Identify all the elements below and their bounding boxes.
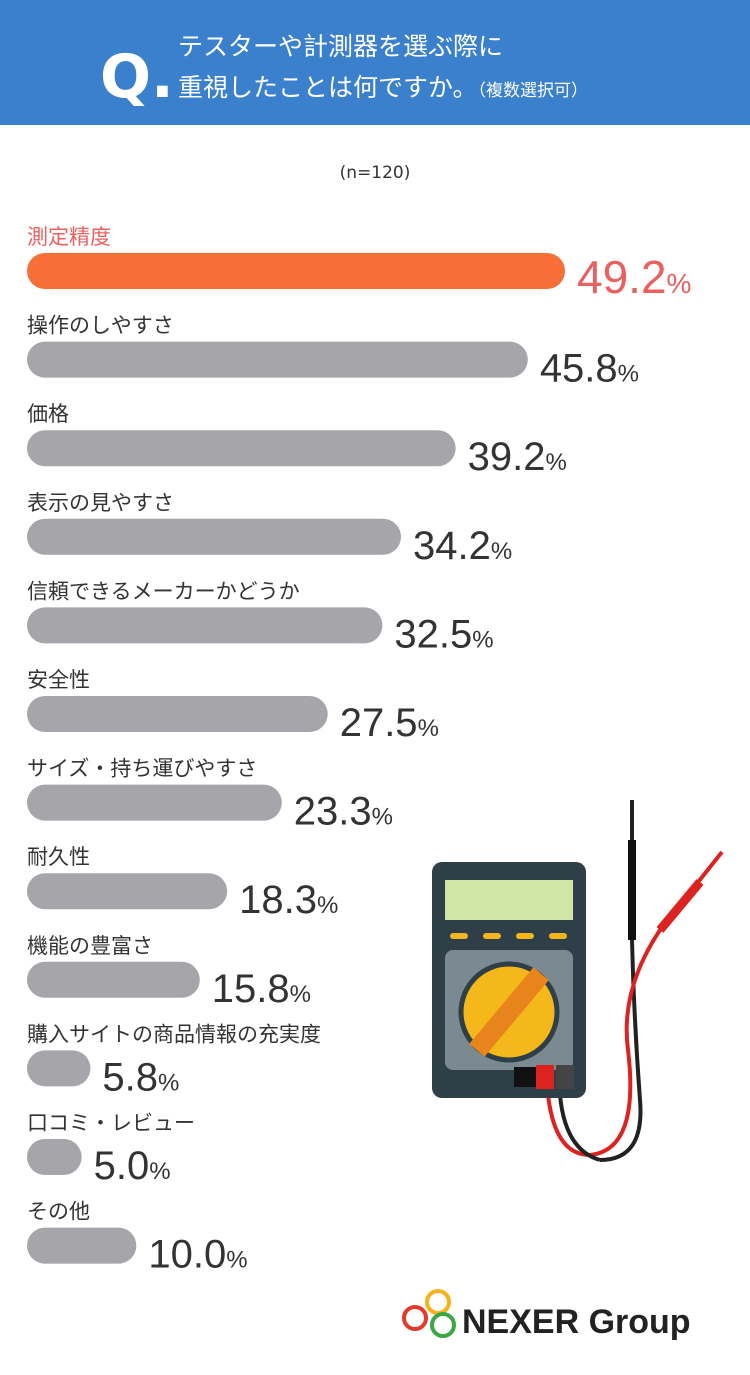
bar (27, 1139, 82, 1175)
bar (27, 518, 401, 555)
category-label: 操作のしやすさ (27, 314, 174, 338)
bar (27, 696, 328, 732)
category-label: 機能の豊富さ (27, 934, 153, 958)
title-note: （複数選択可） (478, 81, 589, 101)
bar (27, 873, 228, 910)
value-label: 5.8% (102, 1055, 179, 1099)
category-label: 測定精度 (27, 225, 111, 249)
title: 重視したことは何ですか。 (178, 73, 478, 102)
category-label: 口コミ・レビュー (27, 1111, 195, 1135)
value-label: 5.0% (94, 1144, 171, 1188)
logo-text: NEXER Group (462, 1303, 691, 1341)
bar (27, 341, 528, 378)
bar (27, 1050, 91, 1087)
value-label: 34.2% (413, 524, 512, 568)
title: テスターや計測器を選ぶ際に (178, 32, 503, 61)
value-label: 39.2% (468, 435, 567, 479)
category-label: サイズ・持ち運びやすさ (27, 757, 257, 781)
value-label: 49.2% (577, 251, 691, 303)
value-label: 15.8% (212, 967, 311, 1011)
multimeter-illustration (432, 800, 724, 1162)
subtitle: (n=120) (340, 163, 411, 183)
bar (27, 607, 383, 644)
value-label: 32.5% (394, 612, 493, 656)
category-label: 耐久性 (27, 845, 90, 869)
bar (27, 430, 456, 467)
category-label: 購入サイトの商品情報の充実度 (27, 1022, 321, 1046)
category-label: 信頼できるメーカーかどうか (27, 579, 300, 603)
value-label: 10.0% (148, 1233, 247, 1277)
value-label: 45.8% (540, 347, 639, 391)
value-label: 23.3% (294, 790, 393, 834)
value-label: 27.5% (340, 701, 439, 745)
title-mark: Q. (100, 42, 174, 112)
bar (27, 784, 282, 821)
category-label: 安全性 (27, 668, 90, 692)
category-label: その他 (27, 1200, 90, 1224)
bar (27, 961, 200, 998)
logo: NEXER Group (402, 1289, 691, 1341)
value-label: 18.3% (239, 878, 338, 922)
bar (27, 253, 565, 289)
bar (27, 1227, 137, 1264)
category-label: 価格 (27, 402, 69, 426)
category-label: 表示の見やすさ (27, 491, 174, 515)
title: 重視したことは何ですか。（複数選択可） (178, 73, 588, 102)
header-band (0, 0, 750, 125)
